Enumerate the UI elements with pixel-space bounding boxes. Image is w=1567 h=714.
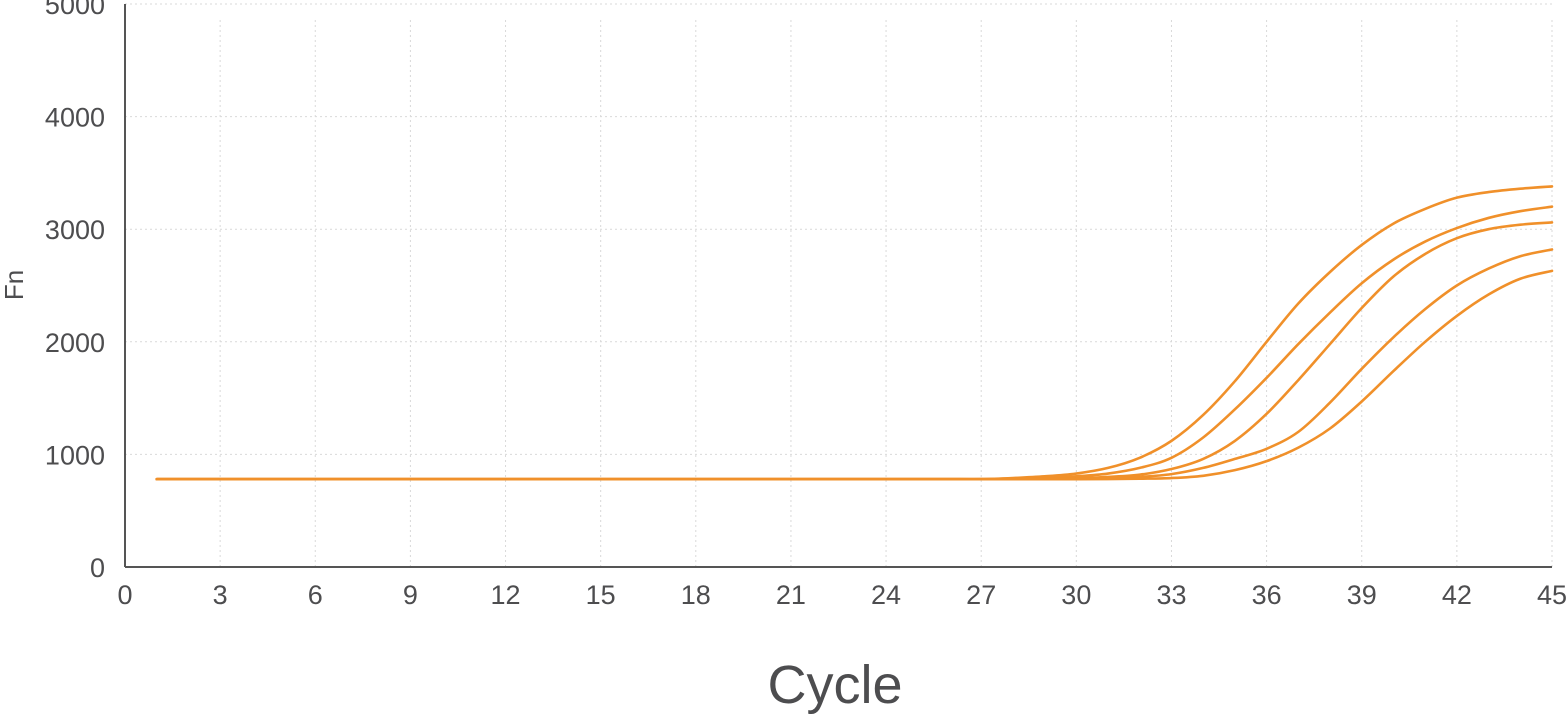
series-line-5 [155, 269, 1554, 481]
y-tick-label: 2000 [45, 328, 105, 358]
axes [124, 4, 1552, 568]
grid [125, 3, 1553, 567]
x-axis-title: Cycle [767, 655, 902, 714]
x-tick-label: 21 [776, 580, 806, 610]
y-tick-label: 3000 [45, 215, 105, 245]
x-tick-label: 6 [308, 580, 323, 610]
y-tick-label: 1000 [45, 440, 105, 470]
series-line-2 [155, 205, 1554, 481]
x-tick-label: 36 [1252, 580, 1282, 610]
x-tick-label: 42 [1442, 580, 1472, 610]
x-tick-label: 9 [403, 580, 418, 610]
y-tick-labels: 0 1000 2000 3000 4000 5000 [45, 0, 105, 583]
x-tick-label: 27 [966, 580, 996, 610]
y-axis-title: Fn [0, 270, 29, 300]
x-tick-label: 0 [117, 580, 132, 610]
y-tick-label: 0 [90, 553, 105, 583]
y-tick-label: 5000 [45, 0, 105, 20]
y-tick-label: 4000 [45, 103, 105, 133]
x-tick-label: 30 [1061, 580, 1091, 610]
x-tick-labels: 0 3 6 9 12 15 18 21 24 27 30 33 36 39 42 45 [117, 580, 1567, 610]
x-tick-label: 3 [213, 580, 228, 610]
series-lines [155, 185, 1554, 481]
x-tick-label: 33 [1156, 580, 1186, 610]
x-tick-label: 12 [491, 580, 521, 610]
x-tick-label: 24 [871, 580, 901, 610]
x-tick-label: 18 [681, 580, 711, 610]
series-line-1 [155, 185, 1554, 481]
x-tick-label: 45 [1537, 580, 1567, 610]
x-tick-label: 15 [586, 580, 616, 610]
x-tick-label: 39 [1347, 580, 1377, 610]
series-line-4 [155, 248, 1554, 481]
